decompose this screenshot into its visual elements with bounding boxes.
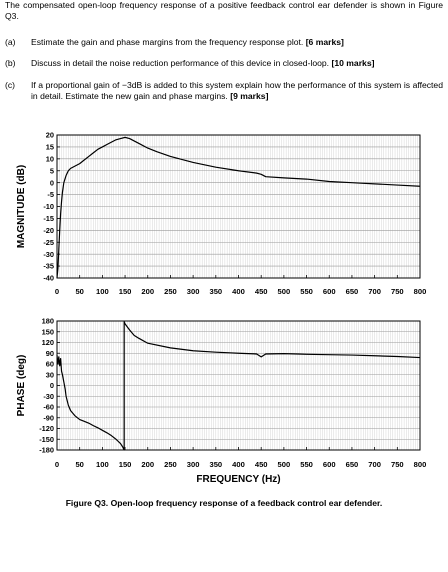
question-intro: The compensated open-loop frequency resp… <box>5 0 443 21</box>
y-tick-label: -30 <box>43 392 54 401</box>
series-line <box>56 321 421 451</box>
x-tick-label: 700 <box>368 460 381 469</box>
part-b-text: Discuss in detail the noise reduction pe… <box>31 58 330 68</box>
y-axis-label: PHASE (deg) <box>16 355 27 417</box>
y-tick-label: -90 <box>43 413 54 422</box>
x-tick-label: 200 <box>141 460 154 469</box>
part-c-text: If a proportional gain of −3dB is added … <box>31 80 443 101</box>
figure-caption: Figure Q3. Open-loop frequency response … <box>65 498 383 508</box>
y-tick-label: 90 <box>46 349 54 358</box>
x-tick-label: 150 <box>119 460 132 469</box>
y-tick-label: 0 <box>50 381 54 390</box>
x-tick-label: 750 <box>391 287 404 296</box>
x-tick-label: 650 <box>346 287 359 296</box>
part-a-label: (a) <box>5 37 16 47</box>
part-a-marks: [6 marks] <box>305 37 344 47</box>
y-tick-label: -60 <box>43 403 54 412</box>
y-tick-label: 10 <box>46 154 54 163</box>
x-tick-label: 150 <box>119 287 132 296</box>
x-tick-label: 700 <box>368 287 381 296</box>
y-tick-label: 120 <box>42 338 54 347</box>
x-tick-label: 450 <box>255 460 268 469</box>
y-tick-label: -180 <box>39 446 54 455</box>
y-tick-label: -35 <box>43 262 54 271</box>
x-tick-label: 600 <box>323 460 336 469</box>
y-tick-label: 5 <box>50 166 54 175</box>
x-tick-label: 750 <box>391 460 404 469</box>
x-tick-label: 350 <box>209 287 222 296</box>
part-b-label: (b) <box>5 58 16 68</box>
y-tick-label: -150 <box>39 435 54 444</box>
y-tick-label: -25 <box>43 238 54 247</box>
y-tick-label: -30 <box>43 250 54 259</box>
part-c-marks: [9 marks] <box>230 91 269 101</box>
y-tick-label: -40 <box>43 274 54 283</box>
x-tick-label: 250 <box>164 287 177 296</box>
y-tick-label: 180 <box>42 317 54 326</box>
y-tick-label: -10 <box>43 202 54 211</box>
y-tick-label: 20 <box>46 131 54 140</box>
y-tick-label: 15 <box>46 143 54 152</box>
x-tick-label: 50 <box>75 287 83 296</box>
x-tick-label: 350 <box>209 460 222 469</box>
y-tick-label: -120 <box>39 424 54 433</box>
x-tick-label: 50 <box>75 460 83 469</box>
y-axis-label: MAGNITUDE (dB) <box>16 165 27 248</box>
x-tick-label: 500 <box>278 287 291 296</box>
y-tick-label: 60 <box>46 360 54 369</box>
x-tick-label: 300 <box>187 460 200 469</box>
x-tick-label: 0 <box>55 460 59 469</box>
y-tick-label: -20 <box>43 226 54 235</box>
part-a-text: Estimate the gain and phase margins from… <box>31 37 304 47</box>
x-tick-label: 300 <box>187 287 200 296</box>
series-line <box>56 136 421 279</box>
y-tick-label: 0 <box>50 178 54 187</box>
x-tick-label: 0 <box>55 287 59 296</box>
x-tick-label: 250 <box>164 460 177 469</box>
x-axis-label: FREQUENCY (Hz) <box>196 474 280 485</box>
x-tick-label: 800 <box>414 287 427 296</box>
x-tick-label: 550 <box>300 287 313 296</box>
x-tick-label: 600 <box>323 287 336 296</box>
x-tick-label: 550 <box>300 460 313 469</box>
part-c-label: (c) <box>5 80 16 90</box>
x-tick-label: 800 <box>414 460 427 469</box>
x-tick-label: 400 <box>232 460 245 469</box>
x-tick-label: 400 <box>232 287 245 296</box>
y-tick-label: 150 <box>42 327 54 336</box>
y-tick-label: -15 <box>43 214 54 223</box>
y-tick-label: -5 <box>47 190 54 199</box>
x-tick-label: 450 <box>255 287 268 296</box>
part-b-marks: [10 marks] <box>331 58 375 68</box>
x-tick-label: 200 <box>141 287 154 296</box>
x-tick-label: 500 <box>278 460 291 469</box>
y-tick-label: 30 <box>46 370 54 379</box>
x-tick-label: 100 <box>96 460 109 469</box>
x-tick-label: 650 <box>346 460 359 469</box>
x-tick-label: 100 <box>96 287 109 296</box>
